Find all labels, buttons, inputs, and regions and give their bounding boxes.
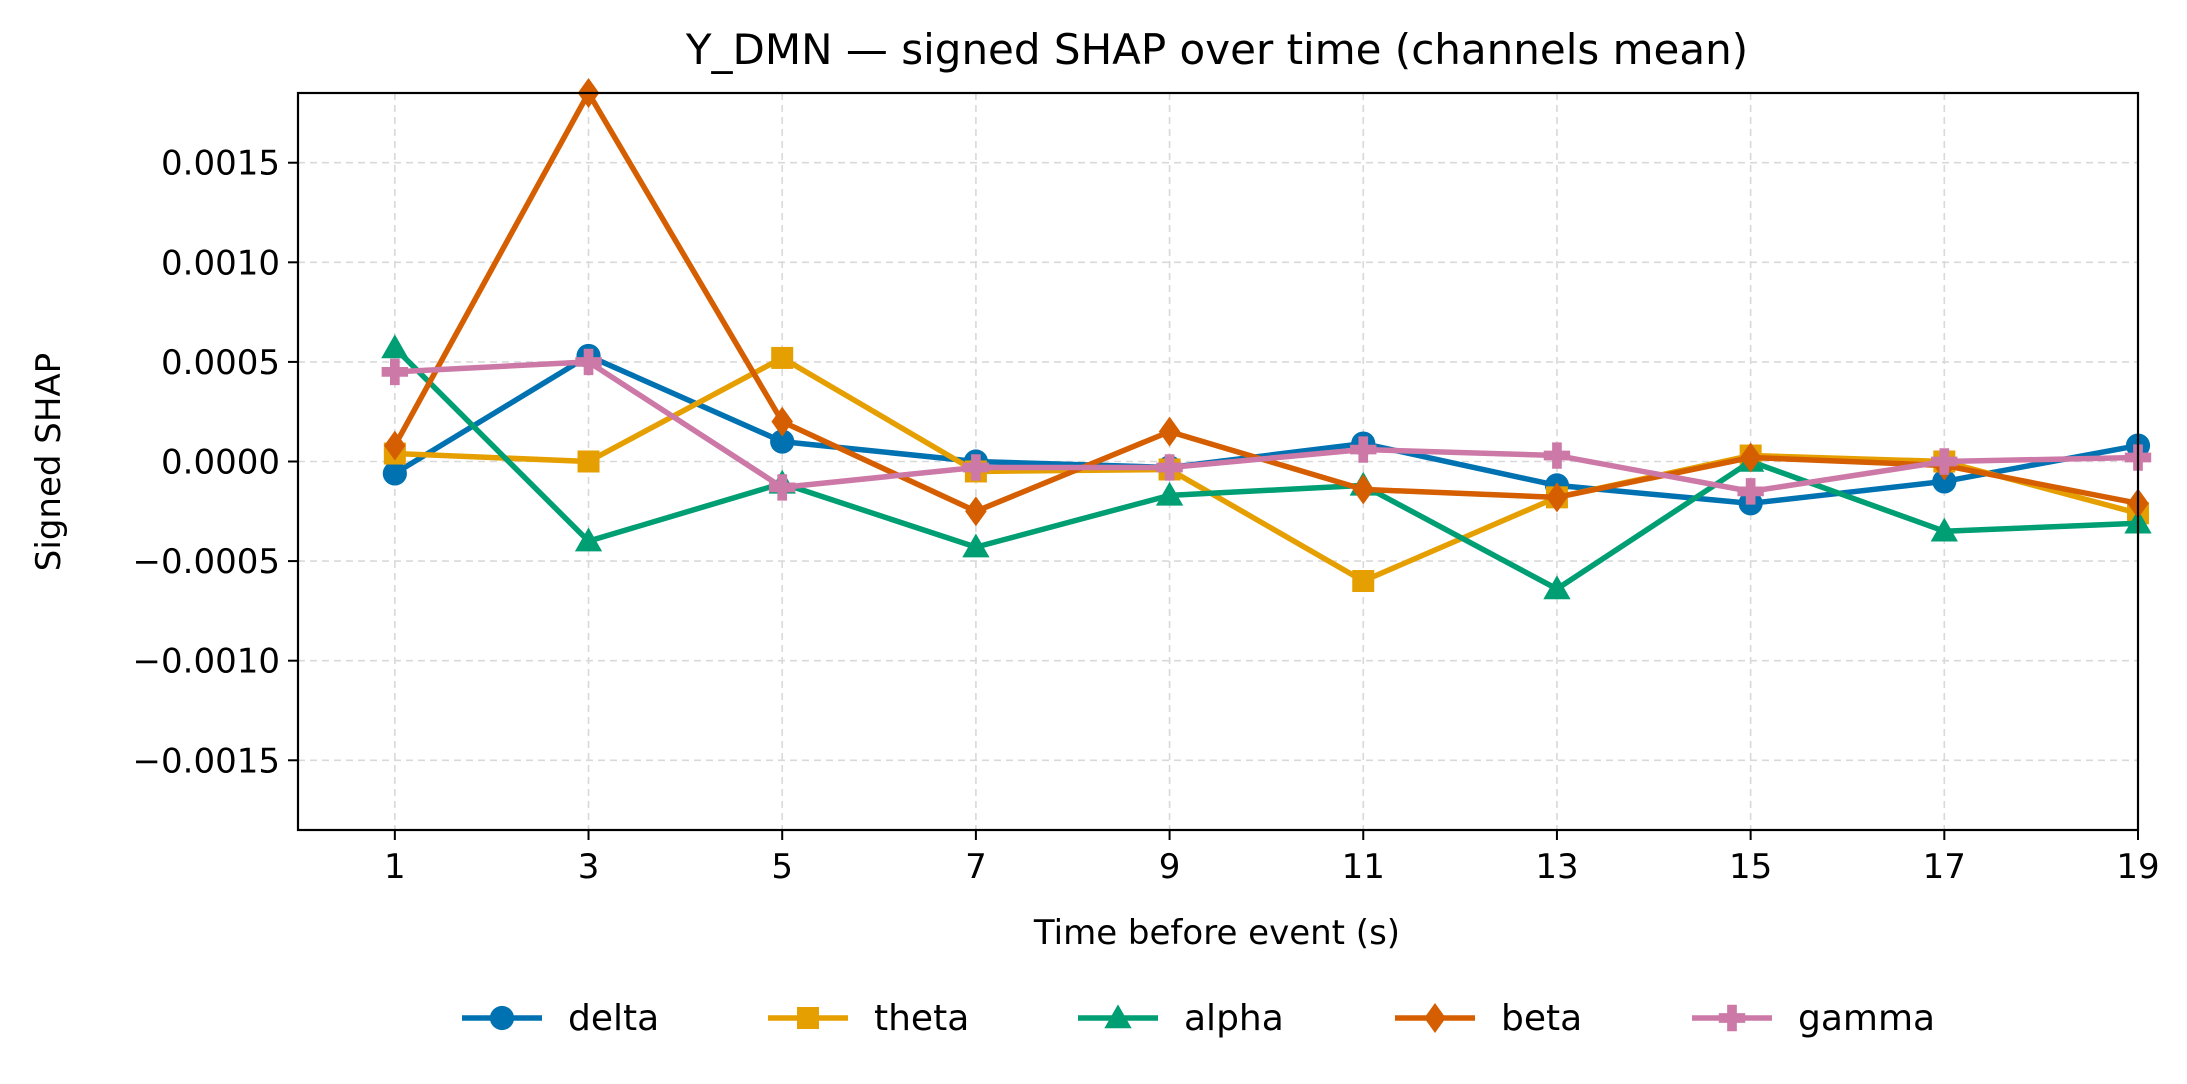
x-tick-label: 1 bbox=[384, 847, 406, 887]
data-point-beta bbox=[771, 406, 793, 437]
legend-label-theta: theta bbox=[874, 998, 969, 1039]
data-point-beta bbox=[1158, 416, 1181, 447]
series-line-gamma bbox=[392, 359, 2141, 495]
legend-label-gamma: gamma bbox=[1798, 998, 1935, 1039]
y-tick-label: −0.0005 bbox=[133, 542, 280, 582]
chart-title: Y_DMN — signed SHAP over time (channels … bbox=[685, 25, 1748, 74]
data-point-gamma bbox=[575, 348, 602, 376]
data-point-gamma bbox=[1350, 436, 1377, 463]
grid bbox=[298, 93, 2139, 830]
y-tick-label: 0.0000 bbox=[161, 443, 280, 483]
series-layer bbox=[381, 78, 2152, 600]
data-point-beta bbox=[1546, 482, 1568, 513]
legend-item-beta: beta bbox=[1395, 998, 1582, 1039]
data-point-beta bbox=[1739, 442, 1762, 473]
y-tick-label: 0.0005 bbox=[161, 343, 280, 383]
data-point-alpha bbox=[1155, 481, 1184, 506]
series-line-delta bbox=[392, 353, 2141, 507]
data-point-alpha bbox=[381, 334, 409, 359]
x-tick-label: 3 bbox=[578, 847, 600, 887]
legend-item-alpha: alpha bbox=[1078, 998, 1284, 1039]
legend-marker-gamma bbox=[1718, 1004, 1746, 1032]
legend-label-delta: delta bbox=[568, 998, 659, 1039]
data-point-delta bbox=[1932, 469, 1957, 494]
data-point-delta bbox=[382, 461, 407, 486]
data-point-gamma bbox=[962, 454, 990, 481]
legend-label-beta: beta bbox=[1501, 998, 1582, 1039]
x-tick-label: 15 bbox=[1729, 847, 1772, 887]
y-axis: 0.0015 0.0010 0.0005 0.0000 −0.0005 −0.0010 −0… bbox=[133, 144, 298, 781]
y-tick-label: 0.0015 bbox=[161, 144, 280, 184]
x-axis: 1 3 5 7 9 11 13 15 17 19 bbox=[384, 830, 2160, 887]
data-point-alpha bbox=[962, 533, 990, 558]
legend-marker-alpha bbox=[1104, 1004, 1132, 1029]
series-line-alpha bbox=[392, 345, 2141, 592]
x-tick-label: 11 bbox=[1342, 847, 1385, 887]
x-tick-label: 19 bbox=[2116, 847, 2159, 887]
data-point-theta bbox=[1352, 570, 1375, 593]
y-tick-label: 0.0010 bbox=[161, 243, 280, 283]
data-point-delta bbox=[770, 429, 795, 454]
data-point-gamma bbox=[1156, 454, 1183, 481]
y-axis-label: Signed SHAP bbox=[29, 353, 69, 571]
legend-item-delta: delta bbox=[462, 998, 659, 1039]
y-tick-label: −0.0015 bbox=[133, 741, 280, 781]
x-tick-label: 17 bbox=[1923, 847, 1966, 887]
data-point-alpha bbox=[1930, 517, 1958, 542]
y-tick-label: −0.0010 bbox=[133, 642, 280, 682]
data-point-theta bbox=[771, 346, 794, 369]
data-point-gamma bbox=[1931, 448, 1958, 475]
data-point-gamma bbox=[769, 474, 796, 501]
x-axis-label: Time before event (s) bbox=[1033, 913, 1400, 953]
data-point-gamma bbox=[381, 358, 409, 386]
legend-label-alpha: alpha bbox=[1184, 998, 1284, 1039]
series-line-theta bbox=[392, 355, 2141, 584]
data-point-beta bbox=[1352, 474, 1375, 505]
x-tick-label: 5 bbox=[771, 847, 793, 887]
data-point-beta bbox=[384, 430, 406, 461]
data-point-gamma bbox=[1737, 478, 1764, 505]
x-tick-label: 9 bbox=[1159, 847, 1181, 887]
legend-marker-delta bbox=[489, 1005, 515, 1031]
data-point-alpha bbox=[574, 527, 603, 552]
legend-item-theta: theta bbox=[768, 998, 969, 1039]
legend-marker-theta bbox=[797, 1007, 819, 1029]
legend: delta theta alpha beta gamma bbox=[462, 998, 1935, 1039]
data-point-theta bbox=[577, 450, 600, 473]
data-point-alpha bbox=[1543, 575, 1571, 600]
data-point-gamma bbox=[1543, 442, 1571, 469]
data-point-beta bbox=[965, 496, 987, 527]
legend-item-gamma: gamma bbox=[1692, 998, 1935, 1039]
x-tick-label: 13 bbox=[1535, 847, 1578, 887]
legend-marker-beta bbox=[1424, 1003, 1446, 1033]
x-tick-label: 7 bbox=[965, 847, 987, 887]
